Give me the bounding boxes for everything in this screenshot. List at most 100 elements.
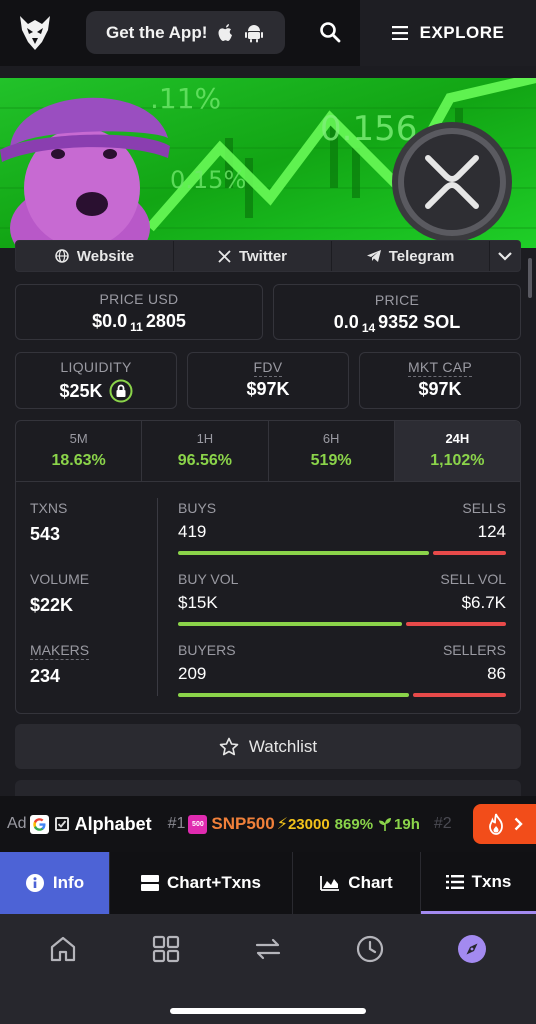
tab-info[interactable]: Info (0, 852, 110, 914)
grid-icon[interactable] (151, 934, 181, 964)
svg-text:0.15%: 0.15% (170, 166, 246, 194)
list-icon (445, 874, 464, 889)
buyers-sellers-bar (178, 693, 506, 697)
fdv-card: FDV $97K (187, 352, 349, 409)
clock-icon[interactable] (355, 934, 385, 964)
tab-chart[interactable]: Chart (293, 852, 421, 914)
globe-icon (55, 249, 69, 263)
volume-stat: VOLUME $22K (30, 571, 90, 615)
rank-2: #2 (433, 815, 452, 832)
sell-vol-value: $6.7K (461, 593, 506, 612)
x-logo-icon (218, 249, 231, 263)
tab-txns[interactable]: Txns (421, 852, 536, 914)
star-icon (219, 737, 239, 755)
timeframe-tabs: 5M 18.63% 1H 96.56% 6H 519% 24H 1,102% (15, 420, 521, 482)
stats-divider (157, 498, 158, 696)
token-banner: .11% 0.156 0.15% (0, 78, 536, 248)
ad-name: Alphabet (74, 813, 152, 834)
sprout-icon (379, 818, 392, 831)
banner-image: .11% 0.156 0.15% (0, 78, 536, 248)
tab-6h[interactable]: 6H 519% (269, 421, 395, 481)
buys-sells-stat: BUYS SELLS 419 124 (178, 500, 506, 555)
price-usd-card: PRICE USD $0.0 11 2805 (15, 284, 263, 340)
svg-text:0.156: 0.156 (320, 109, 417, 149)
website-label: Website (76, 247, 135, 265)
buys-sells-bar (178, 551, 506, 555)
buyers-sellers-stat: BUYERS SELLERS 209 86 (178, 642, 506, 697)
tab-chart-txns[interactable]: Chart+Txns (110, 852, 293, 914)
social-links-row: Website Twitter Telegram (15, 240, 521, 272)
tab-24h[interactable]: 24H 1,102% (394, 421, 520, 481)
hot-tokens-button[interactable] (473, 804, 536, 844)
checkbox-icon (54, 817, 69, 831)
area-chart-icon (320, 876, 340, 891)
liquidity-card: LIQUIDITY $25K (15, 352, 177, 409)
menu-icon (391, 26, 408, 40)
tab-chart-label: Chart (348, 873, 393, 892)
ad-label: Ad (7, 815, 27, 832)
swap-icon[interactable] (253, 934, 283, 964)
buy-vol-value: $15K (178, 593, 218, 612)
tab-txns-label: Txns (471, 871, 512, 891)
makers-stat: MAKERS 234 (30, 642, 90, 686)
token-symbol-1: SNP500 (211, 814, 275, 833)
compass-icon[interactable] (457, 934, 487, 964)
chevron-down-icon (498, 251, 512, 261)
scrollbar[interactable] (528, 258, 532, 298)
twitter-link[interactable]: Twitter (174, 241, 332, 271)
price-usd-value: $0.0 11 2805 (92, 311, 186, 334)
liquidity-value: $25K (59, 380, 103, 401)
view-tabs: Info Chart+Txns Chart Txns (0, 852, 536, 914)
home-indicator (170, 1008, 366, 1014)
watchlist-label: Watchlist (248, 736, 318, 756)
fdv-label: FDV (253, 359, 283, 377)
liquidity-label: LIQUIDITY (60, 359, 132, 375)
tab-1h[interactable]: 1H 96.56% (142, 421, 269, 481)
get-app-label: Get the App! (106, 22, 208, 42)
buyers-value: 209 (178, 664, 207, 683)
market-cap-card: MKT CAP $97K (359, 352, 521, 409)
home-icon[interactable] (48, 934, 78, 964)
market-cap-label: MKT CAP (407, 359, 473, 377)
android-icon (245, 24, 264, 42)
boost-amount-1: 23000 (287, 815, 330, 833)
rank-1: #1 (167, 815, 186, 832)
lock-icon[interactable] (109, 379, 133, 403)
telegram-link[interactable]: Telegram (332, 241, 490, 271)
website-link[interactable]: Website (16, 241, 174, 271)
twitter-label: Twitter (238, 247, 288, 265)
telegram-icon (366, 250, 381, 262)
bolt-icon: ⚡ (276, 816, 288, 833)
search-icon[interactable] (318, 20, 342, 44)
logo-icon[interactable] (16, 14, 54, 52)
info-icon (25, 874, 44, 892)
google-logo-icon (29, 814, 49, 834)
volume-split-stat: BUY VOL SELL VOL $15K $6.7K (178, 571, 506, 626)
trending-ticker[interactable]: Ad Alphabet #1 500 SNP500 ⚡ 23000 869% 1… (0, 796, 536, 852)
buys-value: 419 (178, 522, 207, 541)
price-usd-label: PRICE USD (99, 291, 179, 307)
watchlist-button[interactable]: Watchlist (15, 724, 521, 769)
tab-5m[interactable]: 5M 18.63% (16, 421, 143, 481)
vote-row-partial (15, 780, 521, 800)
bottom-nav (0, 914, 536, 1024)
explore-button[interactable]: EXPLORE (360, 0, 536, 66)
token-age-1: 19h (394, 815, 420, 833)
split-view-icon (141, 875, 159, 891)
price-native-label: PRICE (374, 292, 420, 308)
price-native-value: 0.0 14 9352 SOL (333, 312, 461, 335)
fdv-value: $97K (246, 379, 290, 399)
explore-label: EXPLORE (419, 23, 505, 42)
get-app-button[interactable]: Get the App! (86, 11, 285, 54)
tab-chart-txns-label: Chart+Txns (167, 873, 261, 892)
volume-split-bar (178, 622, 506, 626)
snp500-badge: 500 (188, 814, 208, 834)
txns-stat: TXNS 543 (30, 500, 68, 544)
fire-icon (489, 813, 503, 835)
telegram-label: Telegram (388, 247, 455, 265)
apple-icon (218, 23, 233, 41)
chevron-right-icon (514, 817, 523, 831)
more-links-button[interactable] (490, 241, 520, 271)
trade-stats-panel: TXNS 543 VOLUME $22K MAKERS 234 BUYS SELL… (15, 482, 521, 714)
